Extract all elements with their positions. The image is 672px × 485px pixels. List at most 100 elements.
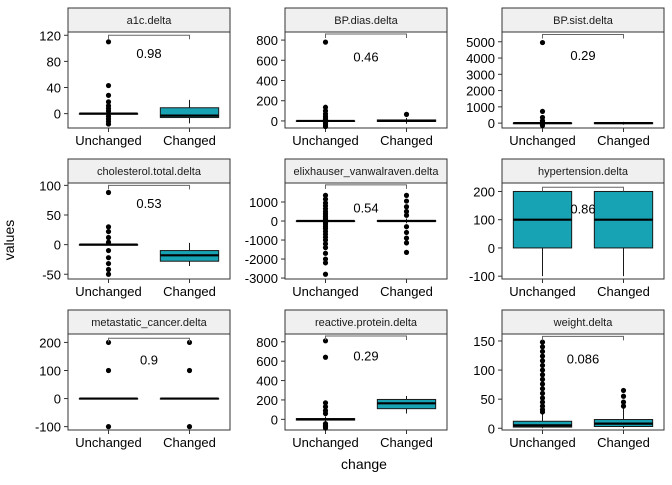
y-tick-label: 150 bbox=[473, 334, 495, 349]
outlier-point bbox=[539, 372, 546, 378]
p-value-label: 0.54 bbox=[353, 201, 378, 216]
facet-panel-2: BP.dias.delta 0 200 400 600 800 Unchanged Chang… bbox=[256, 7, 448, 148]
outlier-point bbox=[322, 245, 329, 251]
outlier-point bbox=[403, 229, 410, 236]
p-value-label: 0.29 bbox=[570, 48, 595, 63]
box-changed bbox=[376, 396, 437, 414]
p-value-label: 0.29 bbox=[353, 348, 378, 363]
outlier-point bbox=[403, 249, 410, 255]
x-tick-label: Unchanged bbox=[509, 435, 576, 450]
outlier-point bbox=[322, 196, 329, 202]
outlier-point bbox=[539, 348, 546, 355]
y-tick-label: 4000 bbox=[466, 51, 495, 66]
outlier-point bbox=[539, 399, 546, 405]
box-unchanged bbox=[78, 189, 139, 277]
y-axis-label: values bbox=[1, 220, 17, 260]
x-tick-label: Unchanged bbox=[75, 133, 142, 148]
outlier-point bbox=[186, 339, 193, 346]
outlier-point bbox=[403, 212, 410, 218]
facet-strip bbox=[284, 309, 448, 335]
facet-panel-8: reactive.protein.delta 0 200 400 600 800 Uncha… bbox=[256, 309, 448, 450]
y-tick-label: 1000 bbox=[249, 195, 278, 210]
x-tick-label: Changed bbox=[163, 133, 216, 148]
facet-strip-label: BP.dias.delta bbox=[334, 15, 398, 27]
facet-strip-label: a1c.delta bbox=[127, 15, 173, 27]
y-tick-label: 800 bbox=[256, 335, 278, 350]
outlier-point bbox=[322, 256, 329, 262]
x-tick-label: Unchanged bbox=[75, 284, 142, 299]
y-tick-label: 80 bbox=[47, 54, 61, 69]
p-value-label: 0.53 bbox=[136, 196, 161, 211]
y-tick-label: -3000 bbox=[245, 271, 278, 286]
y-tick-label: 200 bbox=[39, 335, 61, 350]
facet-panel-5: elixhauser_vanwalraven.delta -3000 -2000 -1… bbox=[245, 158, 448, 299]
y-tick-label: 0 bbox=[271, 114, 278, 129]
y-tick-label: -50 bbox=[42, 267, 61, 282]
facet-strip-label: BP.sist.delta bbox=[553, 15, 614, 27]
outlier-point bbox=[539, 376, 546, 382]
x-tick-label: Unchanged bbox=[75, 435, 142, 450]
outlier-point bbox=[105, 189, 112, 196]
outlier-point bbox=[322, 354, 329, 360]
outlier-point bbox=[539, 339, 546, 345]
outlier-point bbox=[403, 240, 410, 246]
x-tick-label: Changed bbox=[380, 435, 433, 450]
outlier-point bbox=[539, 395, 546, 401]
y-tick-label: -2000 bbox=[245, 252, 278, 267]
facet-strip bbox=[67, 7, 231, 33]
outlier-point bbox=[322, 404, 329, 410]
y-tick-label: 50 bbox=[481, 392, 495, 407]
outlier-point bbox=[620, 393, 627, 399]
outlier-point bbox=[105, 339, 112, 346]
significance-bracket bbox=[108, 184, 190, 190]
facet-panel-4: cholesterol.total.delta -50 0 50 100 Unchange… bbox=[39, 158, 231, 299]
outlier-point bbox=[322, 271, 329, 277]
outlier-point bbox=[539, 108, 546, 115]
y-tick-label: 200 bbox=[256, 94, 278, 109]
outlier-point bbox=[186, 367, 193, 374]
outlier-point bbox=[403, 208, 410, 215]
p-value-label: 0.9 bbox=[140, 352, 158, 367]
outlier-point bbox=[105, 260, 112, 267]
x-tick-label: Changed bbox=[597, 133, 650, 148]
facet-strip-label: elixhauser_vanwalraven.delta bbox=[294, 166, 440, 178]
y-tick-label: -100 bbox=[469, 269, 495, 284]
panel-border bbox=[501, 333, 665, 431]
outlier-point bbox=[539, 381, 546, 387]
facet-panel-6: hypertension.delta -100 0 100 200 Unchanged Ch… bbox=[469, 158, 665, 299]
y-tick-label: 0 bbox=[54, 392, 61, 407]
y-tick-label: 3000 bbox=[466, 67, 495, 82]
facet-strip bbox=[501, 309, 665, 335]
box-changed bbox=[376, 111, 437, 124]
p-value-label: 0.98 bbox=[136, 46, 161, 61]
x-tick-label: Unchanged bbox=[509, 133, 576, 148]
outlier-point bbox=[105, 424, 112, 430]
facet-strip-label: metastatic_cancer.delta bbox=[91, 317, 207, 329]
outlier-point bbox=[322, 410, 329, 417]
outlier-point bbox=[322, 338, 329, 344]
facet-strip-label: weight.delta bbox=[553, 317, 614, 329]
facet-strip-label: cholesterol.total.delta bbox=[97, 166, 202, 178]
outlier-point bbox=[403, 111, 410, 117]
outlier-point bbox=[105, 121, 112, 127]
significance-bracket bbox=[542, 33, 624, 39]
y-tick-label: 2000 bbox=[466, 84, 495, 99]
outlier-point bbox=[105, 82, 112, 89]
outlier-point bbox=[539, 358, 546, 364]
panel-border bbox=[284, 333, 448, 431]
x-tick-label: Changed bbox=[163, 284, 216, 299]
box-changed bbox=[593, 190, 654, 277]
outlier-point bbox=[403, 235, 410, 241]
outlier-point bbox=[539, 409, 546, 415]
facet-strip bbox=[501, 158, 665, 184]
box-changed bbox=[593, 387, 654, 429]
y-tick-label: -100 bbox=[35, 420, 61, 435]
y-tick-label: 100 bbox=[39, 363, 61, 378]
x-tick-label: Changed bbox=[597, 435, 650, 450]
y-tick-label: 400 bbox=[256, 74, 278, 89]
outlier-point bbox=[322, 123, 329, 130]
significance-bracket bbox=[542, 186, 624, 192]
outlier-point bbox=[539, 353, 546, 359]
